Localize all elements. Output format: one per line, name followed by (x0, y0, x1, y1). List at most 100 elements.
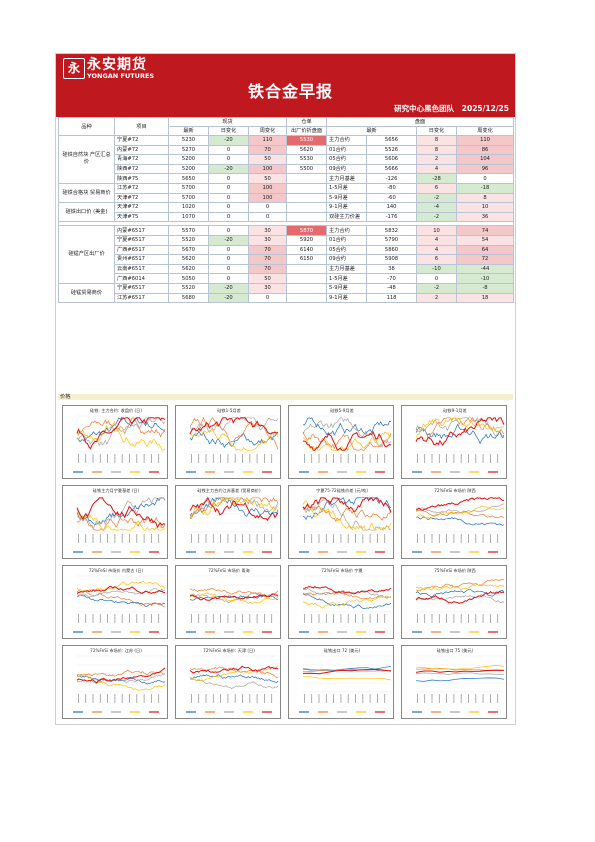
x-tick-label (369, 614, 371, 623)
x-tick-label (424, 694, 426, 703)
spot-latest: 5670 (168, 244, 209, 256)
futures-contract: 09合约 (326, 163, 368, 175)
table-header-row: 品种 项目 现货 仓单 盘面 (58, 117, 515, 136)
x-tick-label (143, 694, 145, 703)
row-item: 宁夏#72 (114, 135, 169, 146)
series-line (189, 665, 279, 682)
chart-plot (73, 415, 166, 473)
x-tick-label (347, 614, 349, 623)
group-separator (57, 221, 515, 227)
x-tick-label (446, 614, 447, 623)
x-tick-label (242, 694, 243, 703)
chart-plot (412, 575, 505, 633)
spot-day-change: -20 (208, 135, 249, 146)
chart-plot (412, 495, 505, 553)
col-fut-latest: 最新 (326, 126, 418, 136)
x-tick-label (377, 454, 378, 463)
series-line (302, 431, 392, 451)
chart-plot (412, 415, 505, 473)
x-tick-label (384, 534, 386, 543)
x-tick-label (446, 694, 447, 703)
row-item: 陕西#72 (114, 163, 169, 175)
futures-day-change: 6 (416, 182, 458, 194)
x-tick-label (490, 534, 491, 543)
spot-latest: 5270 (168, 144, 209, 156)
group-name: 硅铁出口价 (美金) (58, 202, 115, 223)
header-banner: 永 永安期货 YONGAN FUTURES 铁合金早报 研究中心黑色团队 202… (56, 54, 515, 117)
x-tick-label (114, 614, 116, 623)
spot-week-change: 50 (247, 154, 288, 165)
x-tick-label (121, 694, 123, 703)
series-line (302, 431, 392, 451)
spot-day-change: 0 (208, 182, 249, 194)
row-item: 青海#72 (114, 154, 169, 165)
spot-week-change: 100 (247, 163, 288, 175)
x-tick-label (369, 534, 371, 543)
series-line (189, 497, 279, 519)
futures-week-change: 110 (456, 135, 515, 146)
table-row: 江苏#6517 5680 -20 0 9-1月差 118 2 18 (59, 292, 515, 304)
x-tick-label (362, 454, 364, 463)
chart-thumbnail: 72%FeSi 市场价: 江苏 (日) (62, 645, 168, 719)
x-tick-label (220, 614, 221, 623)
x-tick-label (191, 694, 192, 703)
futures-day-change: 8 (416, 144, 458, 156)
x-tick-label (205, 454, 207, 463)
x-tick-label (114, 694, 116, 703)
x-tick-label (107, 694, 108, 703)
x-tick-label (264, 614, 265, 623)
futures-week-change: 96 (456, 163, 515, 175)
futures-week-change: -10 (456, 273, 515, 284)
chart-title: 硅铁主力月宁夏基差 (日) (92, 488, 140, 493)
row-item: 内蒙#6517 (114, 225, 169, 236)
chart-plot (186, 655, 279, 713)
chart-thumbnail: 硅铁5-9月差 (288, 405, 394, 479)
x-tick-label (384, 454, 386, 463)
x-tick-label (438, 614, 440, 623)
x-tick-label (205, 614, 207, 623)
report-title: 铁合金早报 (248, 82, 334, 101)
spot-latest: 1070 (168, 211, 209, 223)
x-tick-label (249, 534, 251, 543)
series-line (415, 423, 505, 445)
futures-latest: 5656 (366, 135, 418, 146)
row-item: 天津#72 (114, 192, 169, 204)
futures-week-change: 10 (456, 202, 515, 213)
spot-day-change: 0 (208, 192, 249, 204)
x-tick-label (377, 614, 378, 623)
x-tick-label (347, 694, 349, 703)
row-item: 贵州#6517 (114, 254, 169, 265)
x-tick-label (318, 694, 320, 703)
spot-latest: 5680 (168, 292, 209, 304)
brand-name-en: YONGAN FUTURES (87, 72, 155, 80)
x-tick-label (191, 454, 192, 463)
futures-week-change: 54 (456, 234, 515, 246)
x-tick-label (362, 614, 364, 623)
x-tick-label (136, 694, 138, 703)
series-line (302, 676, 392, 681)
x-tick-label (220, 694, 221, 703)
series-line (76, 509, 166, 531)
x-tick-label (85, 614, 87, 623)
x-tick-label (220, 454, 221, 463)
row-item: 广西#6517 (114, 244, 169, 256)
x-tick-label (271, 454, 273, 463)
x-tick-label (318, 614, 320, 623)
team-name: 研究中心黑色团队 (394, 104, 455, 113)
x-tick-label (490, 614, 491, 623)
x-tick-label (198, 534, 200, 543)
x-tick-label (78, 534, 79, 543)
x-tick-label (256, 694, 258, 703)
row-item: 广西#6014 (114, 273, 169, 284)
spot-latest: 5200 (168, 163, 209, 175)
table-row: 陕西#72 5200 -20 100 5500 09合约 5666 4 96 (59, 163, 515, 175)
table-row: 宁夏#6517 5520 -20 30 5920 01合约 5790 4 54 (59, 234, 515, 246)
x-tick-label (355, 534, 356, 543)
spot-day-change: -20 (208, 163, 249, 175)
warrant-price: 5870 (286, 225, 328, 236)
warrant-price (286, 273, 328, 284)
futures-day-change: 2 (416, 292, 458, 304)
x-tick-label (446, 534, 447, 543)
futures-contract: 09合约 (326, 254, 368, 265)
chart-thumbnail: 硅铁9-1月差 (401, 405, 507, 479)
